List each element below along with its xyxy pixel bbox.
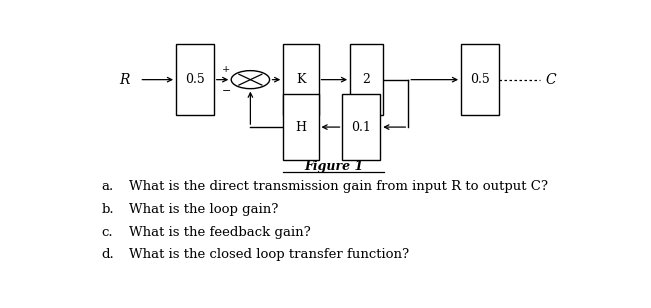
Bar — [342, 94, 380, 160]
Text: What is the loop gain?: What is the loop gain? — [130, 203, 279, 216]
Text: a.: a. — [102, 180, 114, 193]
Text: What is the feedback gain?: What is the feedback gain? — [130, 225, 311, 238]
Text: 0.5: 0.5 — [470, 73, 490, 86]
Text: What is the closed loop transfer function?: What is the closed loop transfer functio… — [130, 248, 409, 261]
Text: b.: b. — [102, 203, 114, 216]
Bar — [283, 44, 318, 115]
Bar — [176, 44, 214, 115]
Text: R: R — [118, 73, 130, 87]
Bar — [350, 44, 383, 115]
Text: c.: c. — [102, 225, 113, 238]
Bar — [461, 44, 499, 115]
Bar — [283, 94, 318, 160]
Text: 0.1: 0.1 — [352, 120, 371, 134]
Text: −: − — [221, 86, 231, 96]
Text: H: H — [296, 120, 307, 134]
Text: C: C — [546, 73, 556, 87]
Text: K: K — [296, 73, 305, 86]
Text: +: + — [222, 65, 230, 74]
Text: d.: d. — [102, 248, 115, 261]
Text: 2: 2 — [363, 73, 370, 86]
Circle shape — [231, 71, 270, 89]
Text: What is the direct transmission gain from input R to output C?: What is the direct transmission gain fro… — [130, 180, 548, 193]
Text: Figure 1: Figure 1 — [304, 160, 363, 173]
Text: 0.5: 0.5 — [185, 73, 205, 86]
